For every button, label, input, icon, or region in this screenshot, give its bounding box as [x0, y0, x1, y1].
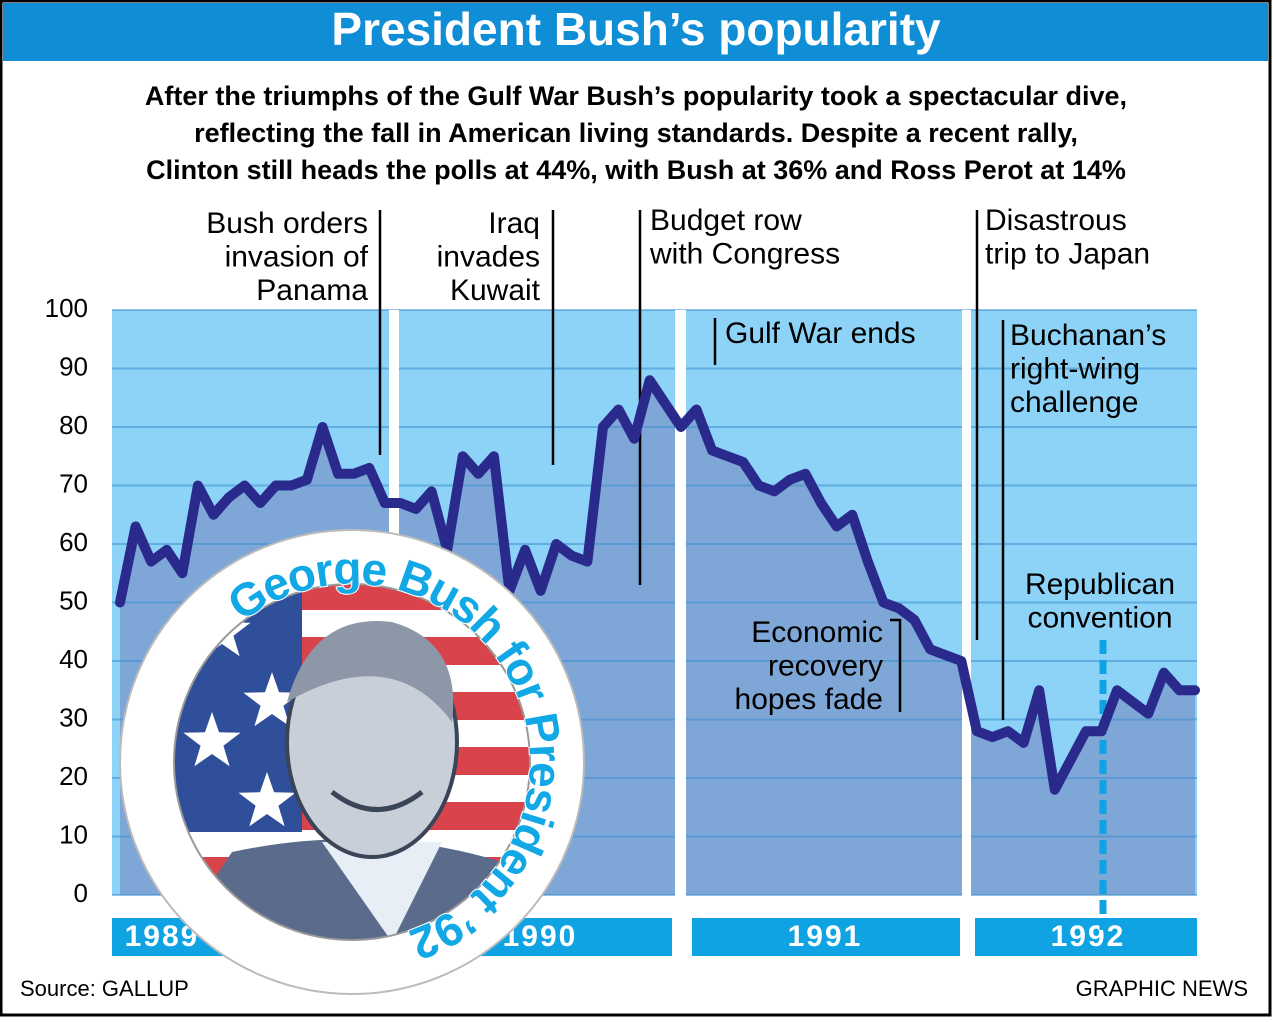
- annotation: hopes fade: [735, 683, 883, 716]
- annotation: Kuwait: [450, 274, 541, 307]
- annotation: Bush orders: [206, 207, 368, 240]
- y-tick-label: 50: [59, 585, 88, 615]
- year-band: [975, 918, 1197, 956]
- annotation: recovery: [768, 649, 883, 682]
- credit: GRAPHIC NEWS: [1076, 976, 1248, 1001]
- flag-star: [183, 712, 241, 767]
- portrait-smile: [330, 790, 424, 812]
- flag-star: [243, 672, 301, 727]
- annotation: convention: [1027, 601, 1172, 634]
- y-tick-label: 60: [59, 527, 88, 557]
- event-gap: [962, 310, 971, 956]
- year-label: 1992: [1051, 920, 1126, 953]
- year-band: [692, 918, 960, 956]
- popularity-line: [115, 375, 1200, 795]
- annotation: trip to Japan: [985, 237, 1150, 270]
- annotation: Disastrous: [985, 204, 1127, 237]
- portrait-hair: [287, 621, 454, 722]
- source: Source: GALLUP: [20, 976, 189, 1001]
- annotation: Budget row: [650, 204, 802, 237]
- annotation: Economic: [751, 616, 883, 649]
- flag-star: [238, 772, 296, 827]
- year-label: 1989: [125, 920, 200, 953]
- y-tick-label: 0: [74, 878, 88, 908]
- annotation: challenge: [1010, 386, 1138, 419]
- event-gap: [675, 310, 686, 956]
- y-tick-label: 90: [59, 351, 88, 381]
- y-tick-label: 100: [45, 293, 88, 323]
- y-tick-label: 20: [59, 761, 88, 791]
- subtitle-line: Clinton still heads the polls at 44%, wi…: [146, 155, 1126, 185]
- y-tick-label: 80: [59, 410, 88, 440]
- subtitle-line: reflecting the fall in American living s…: [194, 118, 1078, 148]
- annotation: with Congress: [649, 237, 840, 270]
- annotation: invasion of: [225, 240, 369, 273]
- annotation-connector: [890, 618, 902, 712]
- overlay: George Bush for President ’92: [119, 529, 585, 995]
- portrait-collar: [322, 842, 442, 940]
- title-bar: [3, 3, 1268, 61]
- annotation: invades: [437, 240, 540, 273]
- annotation: Republican: [1025, 568, 1175, 601]
- y-tick-label: 10: [59, 819, 88, 849]
- annotation: right-wing: [1010, 352, 1140, 385]
- y-tick-label: 30: [59, 702, 88, 732]
- annotation: Gulf War ends: [725, 317, 916, 350]
- year-label: 1991: [788, 920, 863, 953]
- annotation: Panama: [256, 274, 368, 307]
- badge-edge: [173, 583, 531, 941]
- chart-title: President Bush’s popularity: [331, 3, 941, 55]
- y-tick-label: 40: [59, 644, 88, 674]
- annotation: Iraq: [488, 207, 540, 240]
- annotation: Buchanan’s: [1010, 319, 1166, 352]
- y-tick-label: 70: [59, 468, 88, 498]
- subtitle-line: After the triumphs of the Gulf War Bush’…: [145, 81, 1127, 111]
